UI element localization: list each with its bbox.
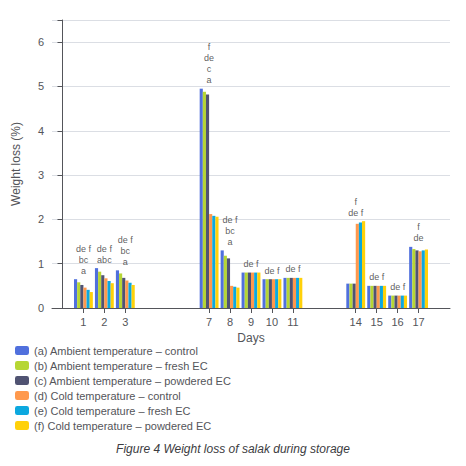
svg-text:(f) Cold temperature – powdere: (f) Cold temperature – powdered EC xyxy=(34,420,211,432)
svg-text:de: de xyxy=(204,53,214,63)
svg-text:(b) Ambient temperature – fres: (b) Ambient temperature – fresh EC xyxy=(34,360,208,372)
svg-text:a: a xyxy=(207,75,212,85)
svg-text:de f: de f xyxy=(369,272,385,282)
svg-text:Days: Days xyxy=(237,331,264,345)
svg-text:2: 2 xyxy=(38,213,44,225)
svg-text:abc: abc xyxy=(97,255,112,265)
svg-text:de: de xyxy=(414,233,424,243)
svg-text:de f: de f xyxy=(348,208,364,218)
svg-text:de f: de f xyxy=(243,259,259,269)
svg-text:f: f xyxy=(354,197,357,207)
svg-text:7: 7 xyxy=(206,316,212,328)
svg-text:(a) Ambient temperature – cont: (a) Ambient temperature – control xyxy=(34,345,198,357)
svg-text:(d) Cold temperature – control: (d) Cold temperature – control xyxy=(34,390,181,402)
svg-text:bc: bc xyxy=(79,255,89,265)
svg-text:1: 1 xyxy=(38,258,44,270)
svg-text:14: 14 xyxy=(350,316,362,328)
svg-text:bc: bc xyxy=(121,246,131,256)
svg-text:3: 3 xyxy=(38,169,44,181)
svg-text:bc: bc xyxy=(225,226,235,236)
svg-text:16: 16 xyxy=(392,316,404,328)
svg-text:11: 11 xyxy=(287,316,298,328)
svg-text:de f: de f xyxy=(264,266,280,276)
svg-text:de f: de f xyxy=(118,235,134,245)
svg-text:de f: de f xyxy=(285,264,301,274)
svg-text:de f: de f xyxy=(97,244,113,254)
svg-text:a: a xyxy=(228,237,233,247)
svg-text:15: 15 xyxy=(371,316,383,328)
svg-text:2: 2 xyxy=(101,316,107,328)
svg-text:10: 10 xyxy=(266,316,278,328)
svg-text:1: 1 xyxy=(80,316,86,328)
svg-text:de f: de f xyxy=(76,244,92,254)
svg-text:9: 9 xyxy=(248,316,254,328)
svg-text:4: 4 xyxy=(38,125,44,137)
svg-text:(e) Cold temperature – fresh E: (e) Cold temperature – fresh EC xyxy=(34,405,191,417)
svg-text:17: 17 xyxy=(412,316,424,328)
svg-text:Weight loss (%): Weight loss (%) xyxy=(9,122,23,206)
svg-text:3: 3 xyxy=(122,316,128,328)
svg-text:de f: de f xyxy=(390,282,406,292)
svg-text:0: 0 xyxy=(38,302,44,314)
svg-text:8: 8 xyxy=(227,316,233,328)
svg-text:a: a xyxy=(123,257,128,267)
svg-text:f: f xyxy=(208,42,211,52)
svg-text:Figure 4 Weight loss of salak: Figure 4 Weight loss of salak during sto… xyxy=(116,442,350,456)
svg-text:6: 6 xyxy=(38,36,44,48)
svg-text:(c) Ambient temperature – powd: (c) Ambient temperature – powdered EC xyxy=(34,375,231,387)
svg-text:f: f xyxy=(417,222,420,232)
svg-text:5: 5 xyxy=(38,80,44,92)
svg-text:c: c xyxy=(207,64,212,74)
svg-text:de f: de f xyxy=(223,215,239,225)
svg-text:a: a xyxy=(81,266,86,276)
